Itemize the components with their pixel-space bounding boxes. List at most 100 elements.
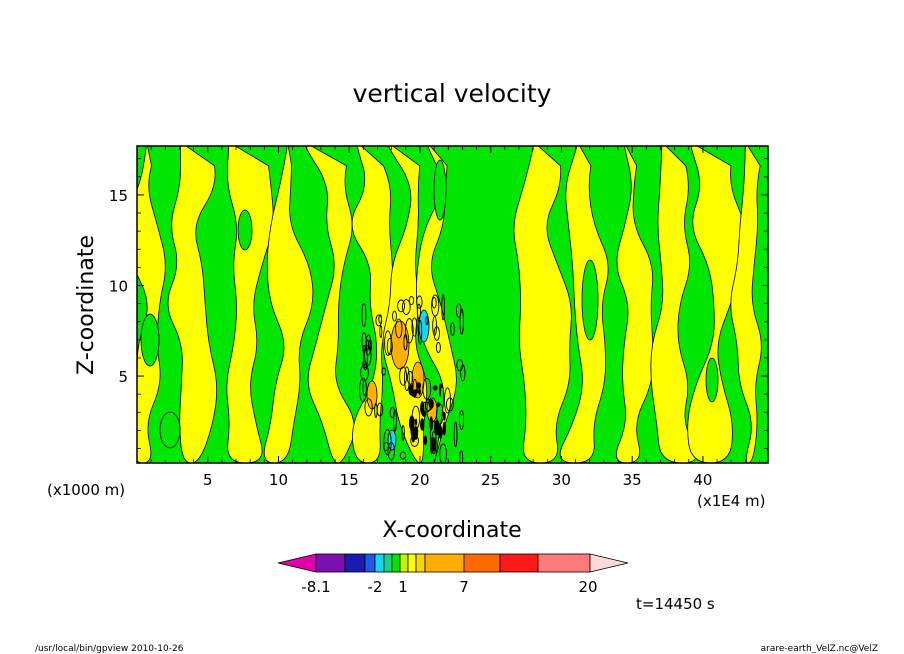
- y-tick-label: 10: [109, 277, 128, 295]
- contour-line: [412, 427, 419, 435]
- contour-line: [364, 345, 372, 366]
- contour-region: [137, 146, 166, 463]
- contour-region: [237, 209, 253, 251]
- contour-line: [458, 410, 465, 430]
- x-tick-label: 35: [623, 471, 642, 489]
- contour-line: [399, 451, 407, 460]
- contour-line: [412, 389, 417, 398]
- time-annotation: t=14450 s: [636, 595, 715, 613]
- x-tick-label: 5: [203, 471, 213, 489]
- contour-line: [418, 319, 423, 345]
- contour-region: [387, 429, 397, 451]
- contour-line: [442, 421, 446, 436]
- y-unit-label: (x1000 m): [47, 481, 125, 499]
- contour-region: [140, 313, 160, 367]
- contour-line: [460, 364, 466, 382]
- contour-line: [456, 303, 462, 318]
- contour-line: [363, 347, 368, 371]
- x-axis-label: X-coordinate: [382, 518, 521, 543]
- contour-line: [444, 387, 451, 414]
- contour-line: [381, 367, 387, 376]
- contour-line: [439, 383, 443, 389]
- x-axis-ticks: 5 10 15 20 25 30 35 40: [150, 146, 760, 489]
- contour-line: [437, 402, 440, 407]
- x-tick-label: 20: [410, 471, 429, 489]
- contour-line: [432, 315, 437, 336]
- contour-line: [432, 385, 438, 391]
- contour-fields: [137, 146, 762, 463]
- contour-line: [459, 450, 464, 463]
- colorbar-segment: [499, 553, 539, 573]
- contour-line: [410, 422, 414, 437]
- contour-line: [422, 377, 432, 400]
- contour-line: [439, 443, 447, 463]
- colorbar-segment: [344, 553, 366, 573]
- colorbar-tick-label: -8.1: [301, 578, 330, 596]
- x-tick-label: 25: [481, 471, 500, 489]
- colorbar-labels: -8.1 -2 1 7 20: [301, 578, 597, 596]
- chart-title: vertical velocity: [353, 79, 552, 108]
- x-tick-label: 30: [552, 471, 571, 489]
- contour-line: [441, 294, 445, 321]
- contour-line: [384, 330, 392, 356]
- contour-region: [730, 146, 762, 463]
- contour-line: [443, 411, 446, 421]
- colorbar-segment: [315, 553, 346, 573]
- x-tick-label: 40: [693, 471, 712, 489]
- contour-line: [406, 371, 414, 385]
- contour-line: [364, 398, 373, 417]
- contour-line: [395, 318, 403, 339]
- contour-line: [435, 342, 441, 353]
- colorbar-tick-label: 20: [578, 578, 597, 596]
- contour-line: [399, 366, 408, 386]
- contour-line: [397, 299, 406, 313]
- colorbar-segment: [391, 553, 401, 573]
- colorbar-tick-label: -2: [368, 578, 383, 596]
- contour-region: [390, 320, 410, 370]
- contour-line: [379, 325, 383, 339]
- y-tick-label: 15: [109, 187, 128, 205]
- contour-region: [167, 146, 218, 463]
- colorbar-segment: [374, 553, 385, 573]
- contour-region: [433, 159, 447, 221]
- contour-line: [361, 302, 367, 328]
- contour-line: [416, 295, 423, 309]
- contour-line: [401, 299, 411, 315]
- contour-line: [389, 407, 395, 418]
- contour-region: [513, 146, 572, 463]
- contour-line: [423, 435, 428, 446]
- contour-region: [581, 259, 599, 341]
- contour-line: [383, 429, 392, 456]
- contour-line: [416, 382, 422, 389]
- contour-line: [378, 314, 382, 324]
- contour-line: [429, 416, 434, 431]
- contour-line: [431, 294, 440, 317]
- colorbar-tick-label: 1: [398, 578, 408, 596]
- footer-right: arare-earth_VelZ.nc@VelZ: [761, 644, 878, 654]
- contour-line: [450, 322, 455, 336]
- contour-region: [411, 361, 425, 399]
- colorbar-segment: [463, 553, 501, 573]
- contour-line: [393, 409, 397, 432]
- plot-frame: [136, 145, 769, 464]
- contour-line: [428, 398, 434, 409]
- colorbar: [277, 553, 629, 573]
- contour-line: [408, 295, 415, 305]
- contour-line: [445, 397, 454, 412]
- contour-line: [459, 308, 464, 335]
- contour-region: [159, 411, 181, 449]
- contour-line: [420, 418, 425, 431]
- contour-region: [705, 357, 719, 403]
- contour-line: [376, 402, 384, 417]
- contour-line: [401, 425, 405, 441]
- colorbar-segment: [407, 553, 417, 573]
- contour-region: [263, 146, 314, 463]
- colorbar-low-extend: [277, 553, 317, 573]
- contour-line: [411, 317, 418, 337]
- contour-region: [304, 146, 355, 463]
- contour-line: [392, 310, 397, 322]
- contour-line: [404, 366, 410, 392]
- colorbar-segment: [383, 553, 393, 573]
